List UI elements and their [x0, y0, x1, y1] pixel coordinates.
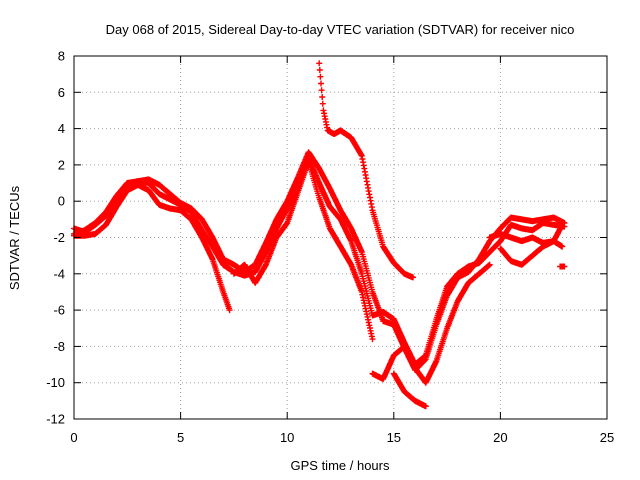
series-track-c [71, 181, 233, 314]
y-tick-label: -4 [53, 266, 65, 281]
y-tick-label: -6 [53, 303, 65, 318]
series-track-d [230, 158, 376, 343]
y-tick-label: 4 [58, 121, 65, 136]
chart-title: Day 068 of 2015, Sidereal Day-to-day VTE… [106, 22, 575, 37]
plus-markers [497, 221, 566, 268]
y-tick-label: -8 [53, 339, 65, 354]
plus-markers [390, 370, 429, 410]
x-tick-label: 25 [600, 430, 614, 445]
x-tick-label: 10 [280, 430, 294, 445]
x-tick-label: 15 [387, 430, 401, 445]
y-tick-label: 6 [58, 85, 65, 100]
plus-markers [316, 60, 416, 281]
y-axis-label: SDTVAR / TECUs [7, 185, 22, 290]
y-tick-label: -10 [46, 375, 65, 390]
series-track-g [390, 370, 429, 410]
x-tick-label: 20 [493, 430, 507, 445]
series-track-i [497, 221, 566, 268]
y-tick-label: -12 [46, 412, 65, 427]
x-tick-label: 0 [70, 430, 77, 445]
series-track-f [369, 261, 493, 386]
x-tick-label: 5 [177, 430, 184, 445]
plus-markers [71, 181, 233, 314]
y-tick-label: 2 [58, 157, 65, 172]
plus-markers [557, 263, 568, 270]
x-axis-label: GPS time / hours [291, 458, 390, 473]
series-track-e [316, 60, 416, 281]
plus-markers [369, 261, 493, 386]
data-points [71, 60, 568, 410]
y-tick-label: 0 [58, 194, 65, 209]
series-track-j [557, 263, 568, 270]
y-tick-label: 8 [58, 49, 65, 64]
y-tick-label: -2 [53, 230, 65, 245]
plus-markers [230, 158, 376, 343]
